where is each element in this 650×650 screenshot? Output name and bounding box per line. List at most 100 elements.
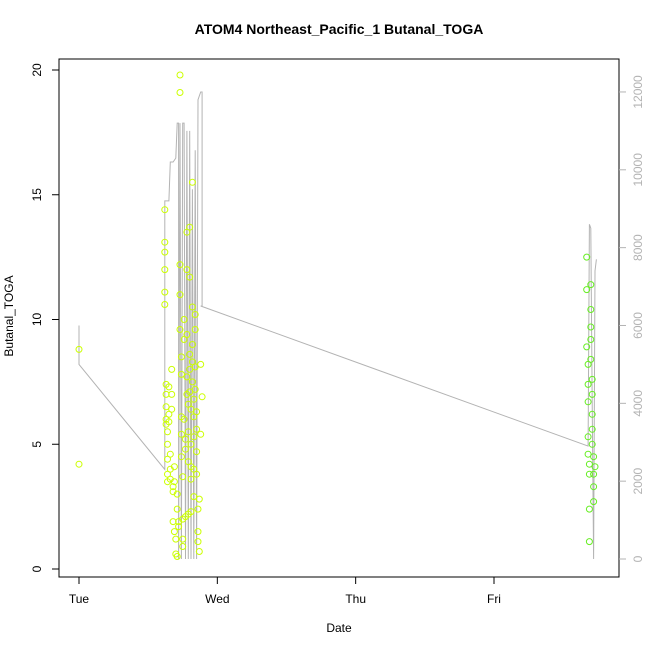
data-point <box>168 405 176 413</box>
data-point <box>587 323 595 331</box>
data-point <box>170 478 178 486</box>
x-tick-label: Fri <box>487 592 501 606</box>
line-series <box>78 91 597 560</box>
data-point <box>583 286 591 294</box>
x-tick-label: Tue <box>69 592 90 606</box>
left-y-axis: 0 5 10 15 20 <box>30 63 59 572</box>
data-point <box>168 390 176 398</box>
data-point <box>176 291 184 299</box>
data-point <box>584 433 592 441</box>
data-point <box>168 365 176 373</box>
data-point <box>590 453 598 461</box>
data-point <box>177 453 185 461</box>
data-point <box>584 380 592 388</box>
x-tick-label: Wed <box>205 592 229 606</box>
data-point <box>191 385 199 393</box>
data-point <box>588 425 596 433</box>
data-point <box>193 408 201 416</box>
data-point <box>584 450 592 458</box>
data-point <box>161 238 169 246</box>
data-point <box>170 528 178 536</box>
data-point <box>186 273 194 281</box>
data-point <box>587 281 595 289</box>
data-point <box>190 493 198 501</box>
data-point <box>587 306 595 313</box>
data-point <box>588 440 596 448</box>
data-point <box>198 393 206 401</box>
data-point <box>585 505 593 513</box>
data-point <box>187 475 195 483</box>
data-point <box>161 206 169 214</box>
right-y-axis: 0 2000 4000 6000 8000 10000 12000 <box>619 75 645 562</box>
x-axis: Tue Wed Thu Fri <box>69 577 501 606</box>
y2-tick-label: 12000 <box>631 75 645 109</box>
data-point <box>590 470 598 478</box>
data-point <box>180 316 188 323</box>
data-point <box>194 505 202 513</box>
data-point <box>193 470 201 478</box>
data-point <box>193 448 201 456</box>
data-point <box>164 440 171 448</box>
data-point <box>161 248 169 256</box>
data-point <box>588 375 596 383</box>
data-point <box>587 355 595 363</box>
data-point <box>161 288 169 296</box>
data-point <box>585 460 593 468</box>
data-point <box>180 415 188 423</box>
data-point <box>183 373 191 381</box>
y-tick-label: 15 <box>30 188 44 202</box>
y2-tick-label: 4000 <box>631 390 645 417</box>
data-point <box>585 470 593 478</box>
series-line <box>78 91 597 560</box>
data-point <box>191 363 199 371</box>
data-point <box>179 543 187 550</box>
data-point <box>188 178 196 186</box>
y-tick-label: 5 <box>30 441 44 448</box>
data-point <box>182 435 189 443</box>
data-point <box>188 378 196 386</box>
data-point <box>195 548 203 555</box>
data-point <box>585 538 593 546</box>
data-point <box>583 343 591 351</box>
y-tick-label: 0 <box>30 565 44 572</box>
data-point <box>588 390 596 398</box>
data-point <box>161 266 169 274</box>
x-axis-label: Date <box>326 621 352 635</box>
data-point <box>194 538 202 546</box>
data-point <box>194 528 202 536</box>
data-point <box>176 261 184 269</box>
data-point <box>173 553 181 560</box>
y2-tick-label: 2000 <box>631 467 645 494</box>
y-axis-label: Butanal_TOGA <box>2 275 16 356</box>
y2-tick-label: 0 <box>631 555 645 562</box>
data-point <box>173 505 181 513</box>
y2-tick-label: 8000 <box>631 234 645 261</box>
plot-frame <box>58 58 620 578</box>
data-point <box>188 303 196 311</box>
data-point <box>188 341 196 348</box>
data-point <box>176 326 184 333</box>
data-point <box>164 428 171 436</box>
data-point <box>169 483 177 491</box>
data-point <box>177 353 185 361</box>
data-point <box>583 253 591 261</box>
data-point <box>187 508 195 516</box>
data-point <box>165 418 173 426</box>
data-point <box>190 433 198 441</box>
data-point <box>176 71 184 79</box>
data-point <box>195 495 203 503</box>
data-point <box>179 535 187 543</box>
points-series <box>75 71 599 560</box>
data-point <box>190 395 198 403</box>
data-point <box>183 266 191 274</box>
data-point <box>587 336 595 343</box>
data-point <box>191 326 199 333</box>
data-point <box>187 440 195 448</box>
data-point <box>186 388 194 396</box>
data-point <box>191 311 199 318</box>
data-point <box>175 523 183 531</box>
data-point <box>172 535 180 543</box>
data-point <box>161 301 169 308</box>
data-point <box>197 430 205 438</box>
